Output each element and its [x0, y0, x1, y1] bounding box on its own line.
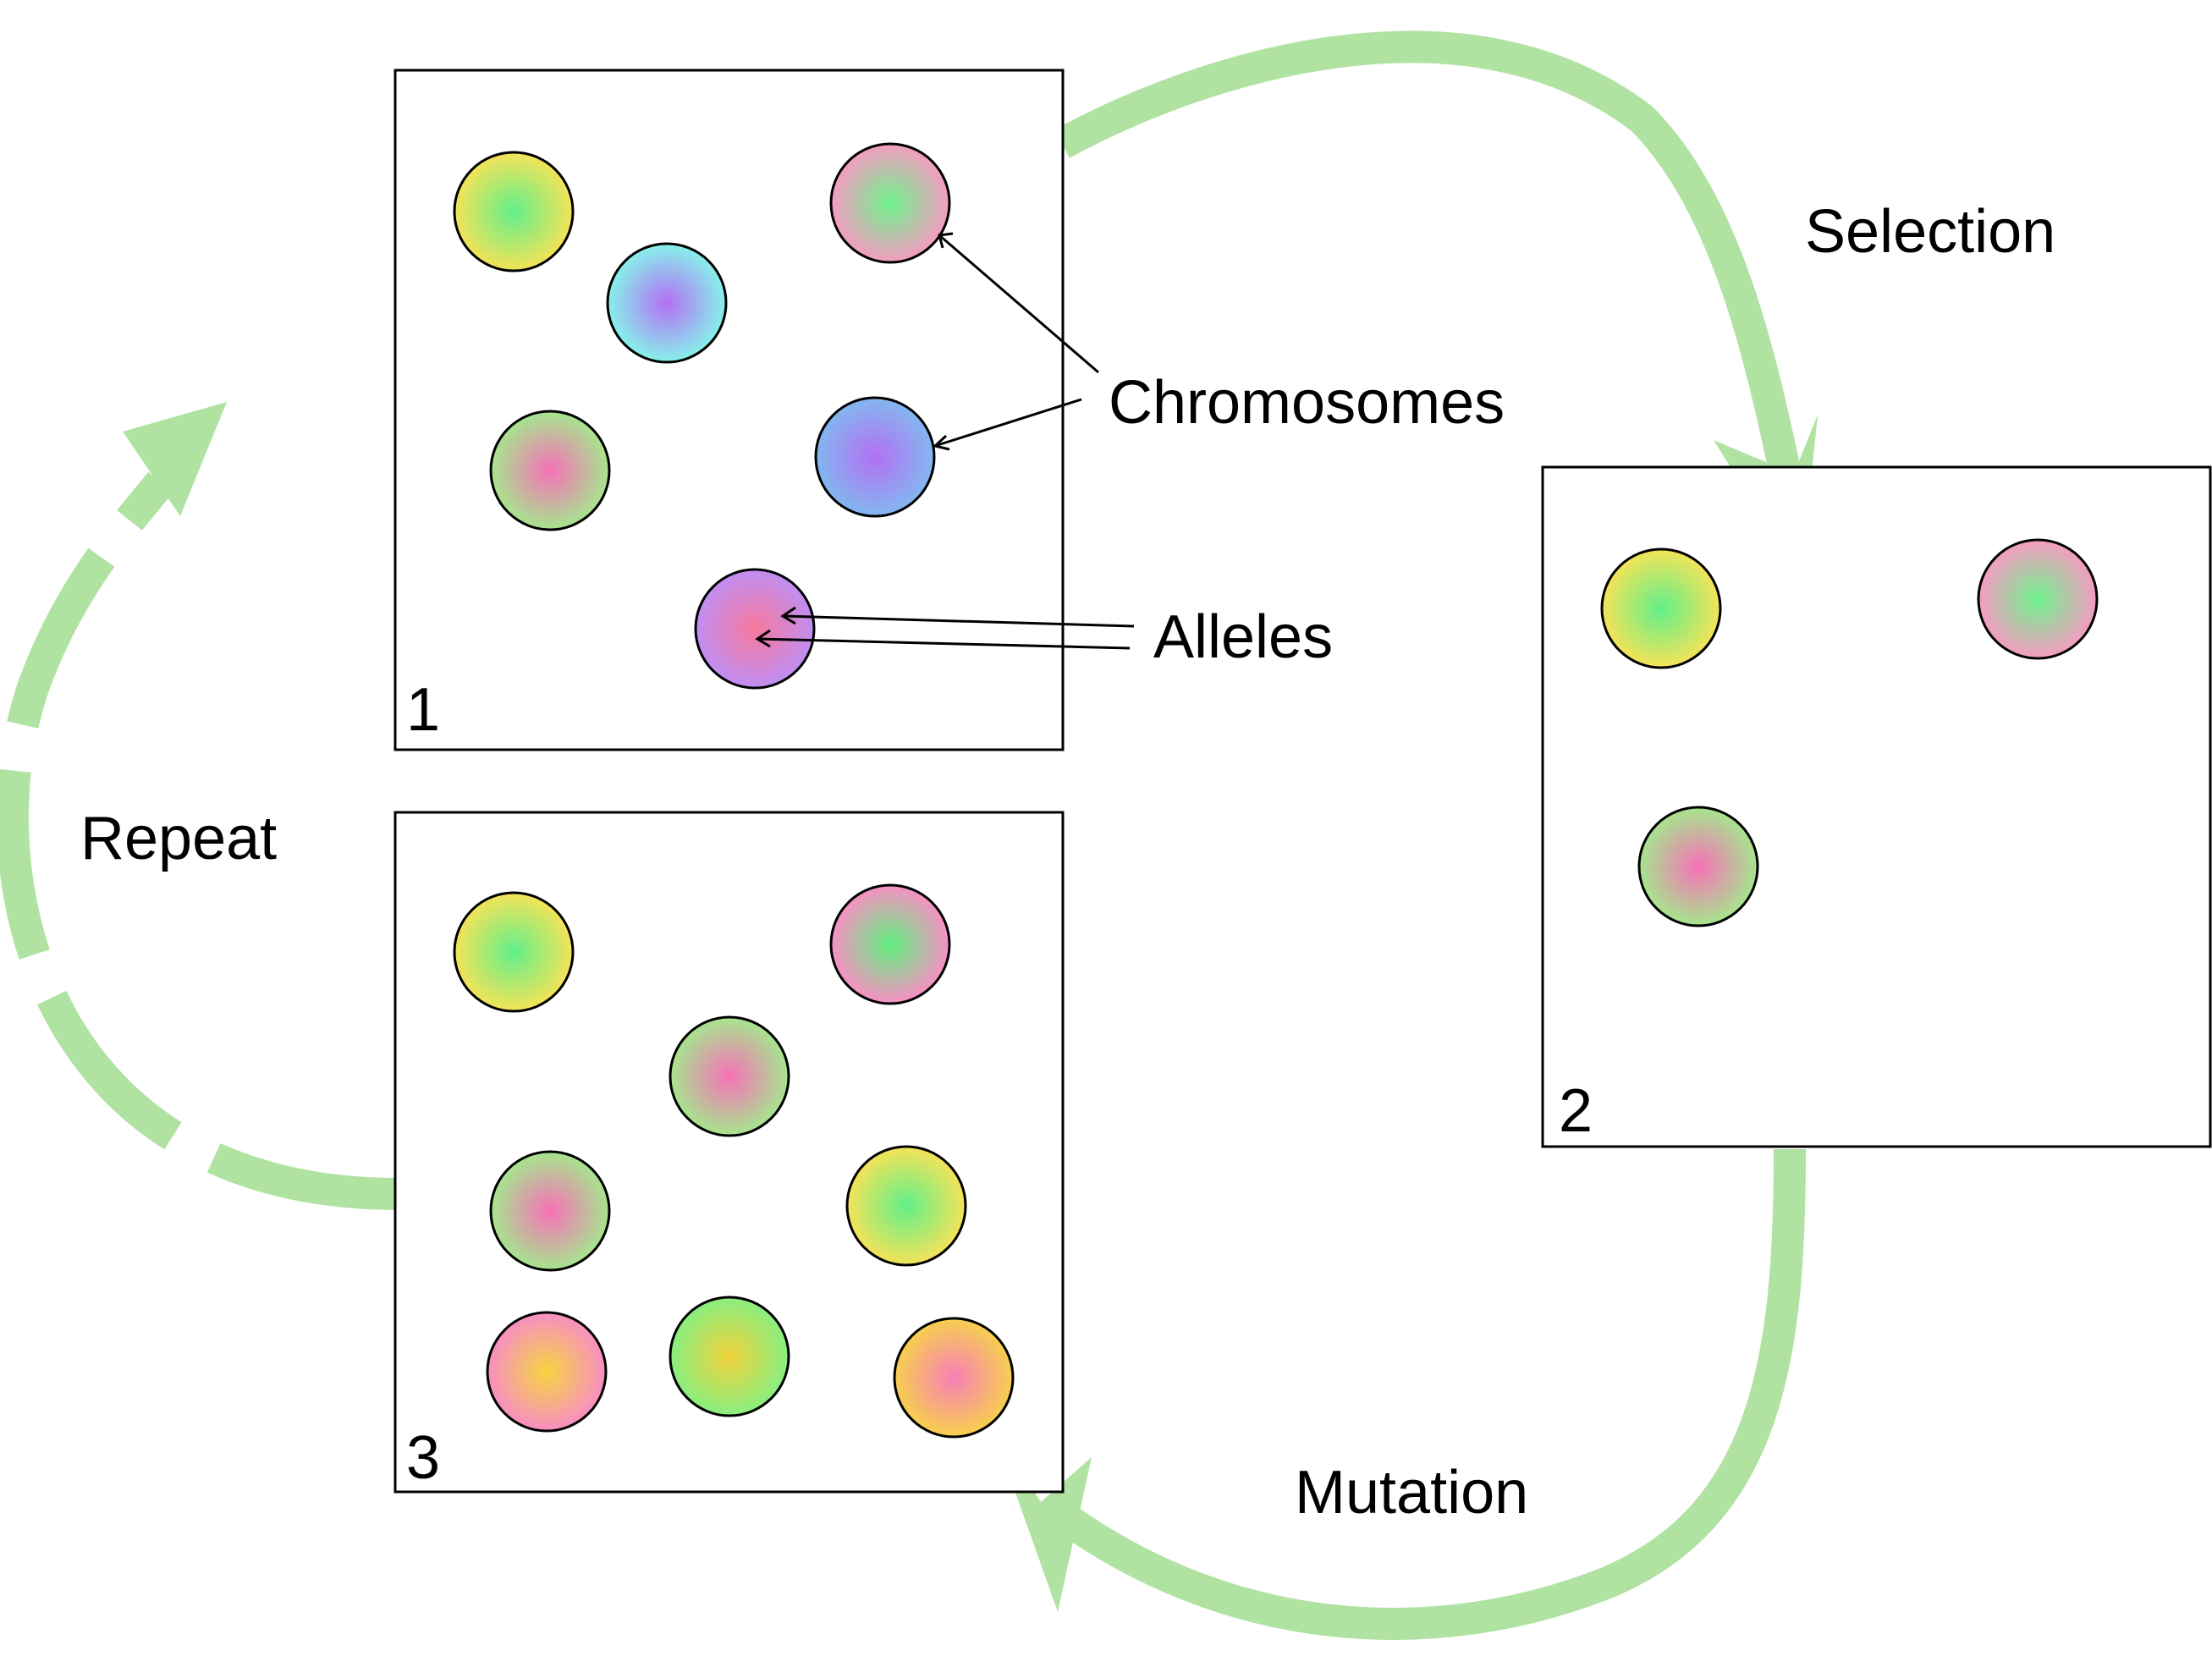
mutation-label: Mutation	[1295, 1459, 1528, 1527]
panel-2: 2	[1541, 465, 2212, 1148]
chromosome-circle	[814, 396, 936, 518]
chromosome-circle	[669, 1296, 790, 1417]
chromosome-circle	[669, 1015, 790, 1137]
chromosome-circle	[1600, 547, 1722, 669]
chromosome-circle	[893, 1317, 1015, 1439]
alleles-label: Alleles	[1153, 603, 1333, 671]
chromosome-circle	[606, 242, 728, 364]
chromosomes-pointers	[932, 232, 1099, 451]
repeat-label: Repeat	[80, 805, 277, 872]
panel-3-number: 3	[406, 1424, 440, 1492]
chromosome-circle	[453, 891, 575, 1013]
panel-2-number: 2	[1559, 1077, 1593, 1145]
panel-1-number: 1	[406, 676, 440, 744]
repeat-arrow	[0, 402, 396, 1210]
chromosome-circle	[694, 568, 816, 690]
chromosome-circle	[489, 410, 611, 531]
panel-1: 1	[393, 69, 1065, 751]
chromosome-circle	[829, 142, 951, 264]
chromosome-circle	[486, 1311, 608, 1433]
mutation-arrow	[992, 1148, 1806, 1640]
chromosomes-label: Chromosomes	[1109, 369, 1505, 437]
selection-label: Selection	[1805, 198, 2055, 266]
chromosome-circle	[1977, 538, 2099, 660]
chromosome-circle	[453, 151, 575, 272]
chromosome-circle	[829, 883, 951, 1005]
chromosome-circle	[845, 1145, 967, 1267]
alleles-pointers	[755, 606, 1135, 650]
chromosome-circle	[489, 1150, 611, 1272]
chromosome-circle	[1637, 806, 1759, 927]
panel-3: 3	[393, 811, 1065, 1494]
